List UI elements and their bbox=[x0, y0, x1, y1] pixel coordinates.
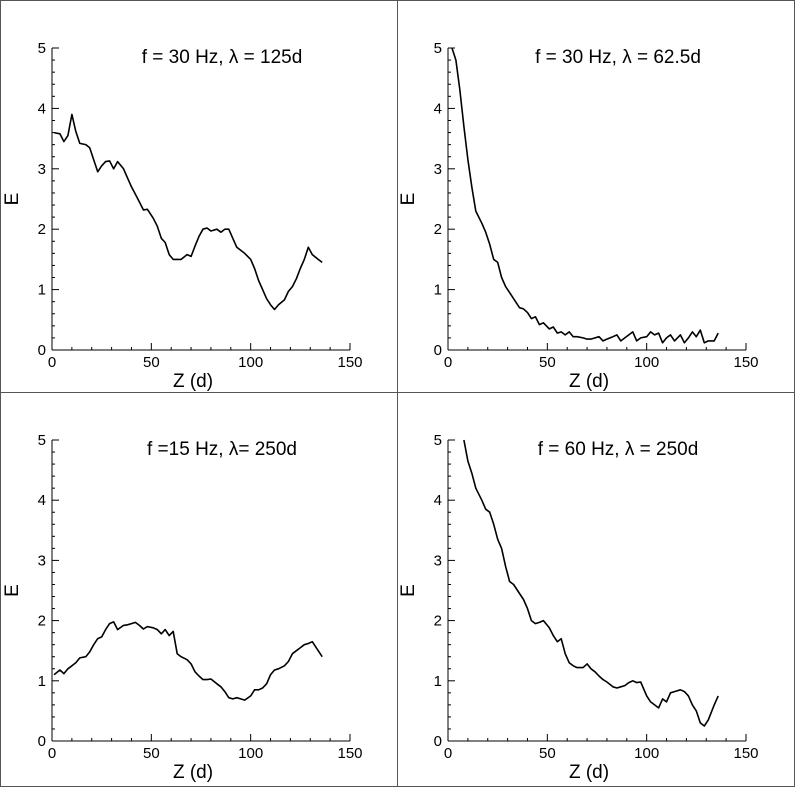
y-tick-label: 2 bbox=[38, 613, 46, 630]
y-tick-label: 0 bbox=[38, 342, 46, 359]
y-tick-label: 0 bbox=[434, 342, 442, 359]
x-tick-label: 100 bbox=[634, 354, 659, 371]
x-tick-label: 150 bbox=[337, 354, 362, 371]
chart-title: f = 30 Hz, λ = 125d bbox=[142, 47, 303, 68]
y-tick-label: 4 bbox=[434, 492, 442, 509]
x-axis-label: Z (d) bbox=[173, 762, 213, 783]
y-axis-label: E bbox=[398, 193, 419, 206]
series-line bbox=[451, 47, 719, 344]
y-tick-label: 3 bbox=[434, 552, 442, 569]
chart-title: f = 30 Hz, λ = 62.5d bbox=[535, 47, 701, 68]
y-axis-label: E bbox=[398, 584, 419, 597]
y-tick-label: 3 bbox=[434, 161, 442, 178]
x-tick-label: 100 bbox=[238, 354, 263, 371]
x-tick-label: 100 bbox=[238, 745, 263, 762]
y-tick-label: 5 bbox=[434, 432, 442, 449]
y-axis-label: E bbox=[2, 584, 23, 597]
series-line bbox=[463, 439, 719, 727]
y-tick-label: 2 bbox=[38, 221, 46, 238]
x-tick-label: 50 bbox=[143, 354, 160, 371]
y-tick-label: 5 bbox=[434, 40, 442, 57]
y-tick-label: 3 bbox=[38, 161, 46, 178]
y-tick-label: 5 bbox=[38, 432, 46, 449]
y-axis-label: E bbox=[2, 193, 23, 206]
x-axis-label: Z (d) bbox=[569, 762, 609, 783]
x-tick-label: 100 bbox=[634, 745, 659, 762]
y-tick-label: 4 bbox=[38, 100, 46, 117]
x-tick-label: 0 bbox=[48, 354, 56, 371]
chart-title: f = 60 Hz, λ = 250d bbox=[538, 439, 699, 460]
y-tick-label: 3 bbox=[38, 552, 46, 569]
x-tick-label: 150 bbox=[733, 745, 758, 762]
y-tick-label: 0 bbox=[434, 733, 442, 750]
y-tick-label: 4 bbox=[434, 100, 442, 117]
y-tick-label: 1 bbox=[38, 282, 46, 299]
x-axis-label: Z (d) bbox=[173, 371, 213, 392]
chart-panel-1: 0 50 100 150 0 1 2 3 4 5 Z (d) Ef = 30 Hz, λ = 125d bbox=[2, 40, 363, 392]
chart-title: f =15 Hz, λ= 250d bbox=[147, 439, 297, 460]
y-tick-label: 1 bbox=[38, 673, 46, 690]
chart-panel-3: 0 50 100 150 0 1 2 3 4 5 Z (d) Ef =15 Hz, λ= 250d bbox=[2, 432, 363, 783]
y-tick-label: 2 bbox=[434, 613, 442, 630]
x-tick-label: 50 bbox=[539, 745, 556, 762]
y-tick-label: 0 bbox=[38, 733, 46, 750]
y-tick-label: 1 bbox=[434, 673, 442, 690]
series-line bbox=[53, 620, 323, 701]
series-line bbox=[53, 113, 323, 311]
x-tick-label: 150 bbox=[337, 745, 362, 762]
chart-panel-4: 0 50 100 150 0 1 2 3 4 5 Z (d) Ef = 60 Hz, λ = 250d bbox=[398, 432, 759, 783]
x-tick-label: 150 bbox=[733, 354, 758, 371]
y-tick-label: 4 bbox=[38, 492, 46, 509]
y-tick-label: 2 bbox=[434, 221, 442, 238]
x-tick-label: 0 bbox=[48, 745, 56, 762]
y-tick-label: 5 bbox=[38, 40, 46, 57]
chart-panel-2: 0 50 100 150 0 1 2 3 4 5 Z (d) Ef = 30 Hz, λ = 62.5… bbox=[398, 40, 759, 392]
x-tick-label: 0 bbox=[444, 745, 452, 762]
x-tick-label: 50 bbox=[143, 745, 160, 762]
y-tick-label: 1 bbox=[434, 282, 442, 299]
x-tick-label: 0 bbox=[444, 354, 452, 371]
x-tick-label: 50 bbox=[539, 354, 556, 371]
x-axis-label: Z (d) bbox=[569, 371, 609, 392]
